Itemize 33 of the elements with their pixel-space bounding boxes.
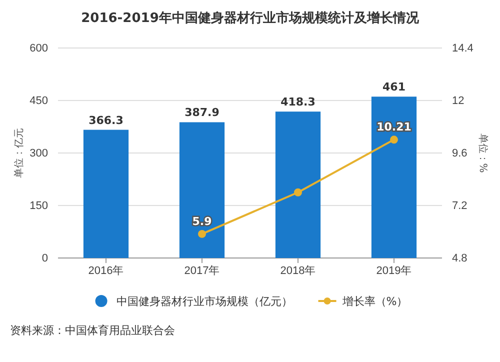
bar bbox=[83, 130, 129, 258]
y-tick-label: 150 bbox=[30, 200, 48, 212]
bar bbox=[371, 96, 417, 258]
y2-tick-label: 4.8 bbox=[452, 252, 468, 265]
y2-tick-label: 12 bbox=[452, 95, 464, 108]
data-label: 387.9 bbox=[184, 106, 220, 120]
bar bbox=[179, 122, 225, 258]
x-tick-label: 2019年 bbox=[376, 264, 412, 277]
data-label: 366.3 bbox=[88, 114, 124, 127]
y-tick-label: 300 bbox=[30, 148, 48, 160]
y-tick-label: 0 bbox=[42, 252, 48, 265]
y2-tick-label: 14.4 bbox=[452, 42, 474, 55]
legend-label: 中国健身器材行业市场规模（亿元） bbox=[116, 295, 292, 308]
legend-label: 增长率（%） bbox=[341, 295, 408, 308]
point bbox=[294, 188, 302, 196]
y-axis-title: 单位：亿元 bbox=[13, 128, 25, 178]
point bbox=[390, 136, 398, 144]
y2-tick-label: 9.6 bbox=[452, 148, 468, 160]
y-tick-label: 600 bbox=[30, 42, 48, 55]
chart-title: 2016-2019年中国健身器材行业市场规模统计及增长情况 bbox=[81, 10, 420, 26]
data-label: 10.21 bbox=[376, 120, 412, 134]
y2-axis-title: 单位：% bbox=[477, 133, 489, 173]
y-tick-label: 450 bbox=[30, 95, 48, 108]
data-label: 418.3 bbox=[280, 96, 316, 109]
text: 资料来源：中国体育用品业联合会 bbox=[10, 324, 175, 337]
y2-tick-label: 7.2 bbox=[452, 200, 468, 212]
data-label: 5.9 bbox=[192, 214, 212, 228]
x-tick-label: 2018年 bbox=[280, 264, 316, 277]
x-tick-label: 2017年 bbox=[184, 264, 220, 277]
data-label: 461 bbox=[382, 80, 406, 94]
bar bbox=[275, 112, 321, 258]
point bbox=[198, 230, 206, 238]
x-tick-label: 2016年 bbox=[88, 264, 124, 277]
